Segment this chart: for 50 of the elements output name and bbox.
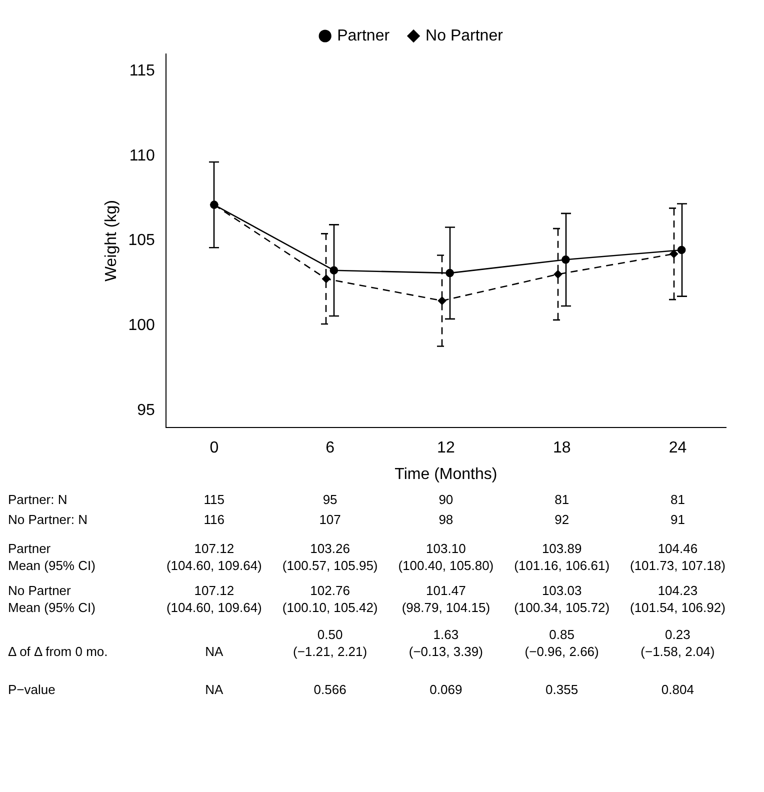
text: 101.47 (98.79, 104.15) [400, 582, 492, 616]
y-axis-title: Weight (kg) [103, 200, 120, 282]
text: 98 [438, 511, 454, 528]
x-tick-label: 6 [326, 440, 335, 457]
text: NA [204, 643, 224, 660]
y-tick-label: 105 [128, 232, 155, 250]
y-tick-label: 110 [129, 147, 155, 164]
text: 107 [318, 511, 342, 528]
legend-label: No Partner [426, 27, 504, 44]
y-tick-label: 100 [128, 317, 155, 334]
y-tick-label: 95 [137, 402, 155, 420]
text: 0.85 (−0.96, 2.66) [524, 626, 600, 660]
text: 0.23 (−1.58, 2.04) [640, 626, 716, 660]
text: 107.12 (104.60, 109.64) [165, 582, 263, 616]
text: 95 [322, 491, 338, 508]
text: 104.46 (101.73, 107.18) [629, 540, 726, 574]
text: 0.355 [544, 681, 580, 698]
x-tick-label: 18 [552, 440, 571, 457]
text: 103.26 (100.57, 105.95) [281, 540, 379, 574]
text: 107.12 (104.60, 109.64) [165, 540, 263, 574]
text: 0.50 (−1.21, 2.21) [292, 626, 368, 660]
x-tick-label: 0 [210, 440, 219, 457]
text: 116 [202, 511, 226, 528]
x-tick-label: 24 [668, 440, 687, 457]
text: 0.804 [660, 681, 695, 698]
text: 92 [554, 511, 570, 528]
text: 103.03 (100.34, 105.72) [513, 582, 611, 616]
text: 90 [438, 491, 454, 508]
text: NA [204, 681, 224, 698]
legend-label: Partner [337, 27, 390, 44]
text: Partner Mean (95% CI) [8, 540, 96, 574]
text: 104.23 (101.54, 106.92) [629, 582, 726, 616]
text: 102.76 (100.10, 105.42) [281, 582, 379, 616]
text: No Partner Mean (95% CI) [8, 582, 96, 616]
text: 0.069 [428, 681, 464, 698]
x-axis-title: Time (Months) [394, 466, 498, 483]
text: 91 [669, 511, 686, 528]
y-tick-label: 115 [129, 62, 155, 80]
text: P−value [8, 681, 56, 698]
text: Δ of Δ from 0 mo. [8, 643, 108, 660]
x-tick-label: 12 [437, 440, 455, 457]
text: Partner: N [8, 491, 68, 508]
text: 1.63 (−0.13, 3.39) [408, 626, 484, 660]
text: 81 [554, 491, 570, 508]
text: 81 [669, 491, 686, 508]
text: 0.566 [312, 681, 348, 698]
text: 103.89 (101.16, 106.61) [513, 540, 611, 574]
text: No Partner: N [8, 511, 88, 528]
text: 103.10 (100.40, 105.80) [397, 540, 495, 574]
text: 115 [202, 491, 226, 508]
